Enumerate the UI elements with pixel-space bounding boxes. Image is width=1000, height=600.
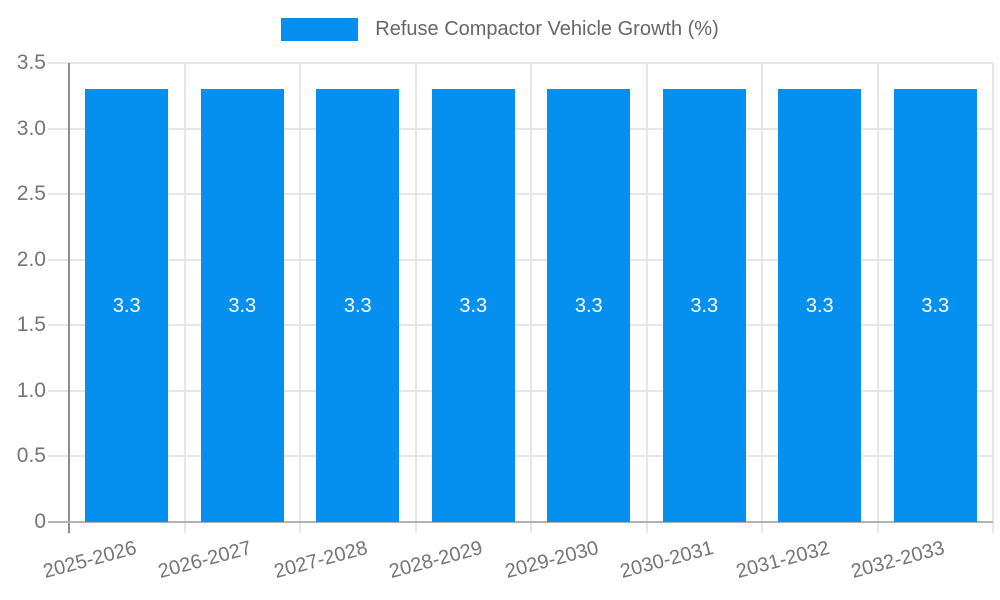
bar (778, 89, 862, 522)
bar-value-label: 3.3 (574, 294, 603, 317)
bar (547, 89, 631, 522)
bar-value-label: 3.3 (112, 294, 141, 317)
bar-value-label: 3.3 (921, 294, 950, 317)
x-gridline (530, 63, 532, 533)
y-gridline (48, 258, 993, 261)
legend-label: Refuse Compactor Vehicle Growth (%) (375, 18, 719, 40)
bar (200, 89, 284, 522)
bar (85, 89, 169, 522)
y-tick-label: 2.0 (16, 247, 46, 271)
legend: Refuse Compactor Vehicle Growth (%) (0, 18, 1000, 41)
y-gridline (48, 389, 993, 392)
y-tick-label: 0.5 (16, 444, 46, 468)
x-gridline (299, 63, 301, 533)
x-gridline (645, 63, 648, 533)
x-gridline (414, 63, 417, 533)
y-tick-label: 3.0 (16, 116, 46, 140)
bar (316, 89, 400, 522)
bar-value-label: 3.3 (343, 294, 372, 317)
y-gridline (48, 62, 993, 64)
y-tick-label: 1.0 (16, 378, 46, 402)
y-tick-label: 0 (34, 510, 46, 533)
y-axis-line (68, 63, 70, 533)
bar-value-label: 3.3 (690, 294, 719, 317)
y-gridline (48, 193, 993, 196)
x-gridline (992, 63, 994, 533)
x-axis-line (48, 521, 993, 523)
y-gridline (48, 127, 993, 130)
y-tick-label: 3.5 (16, 51, 46, 74)
bar (662, 89, 746, 522)
legend-swatch (281, 18, 359, 41)
bar (893, 89, 977, 522)
bar-value-label: 3.3 (805, 294, 834, 317)
y-gridline (48, 324, 993, 327)
bar-value-label: 3.3 (228, 294, 257, 317)
x-gridline (183, 63, 186, 533)
bar-value-label: 3.3 (459, 294, 488, 317)
y-tick-label: 2.5 (16, 182, 46, 206)
bar (431, 89, 515, 522)
y-tick-label: 1.5 (16, 313, 46, 337)
x-gridline (876, 63, 879, 533)
x-gridline (761, 63, 763, 533)
y-gridline (48, 455, 993, 458)
